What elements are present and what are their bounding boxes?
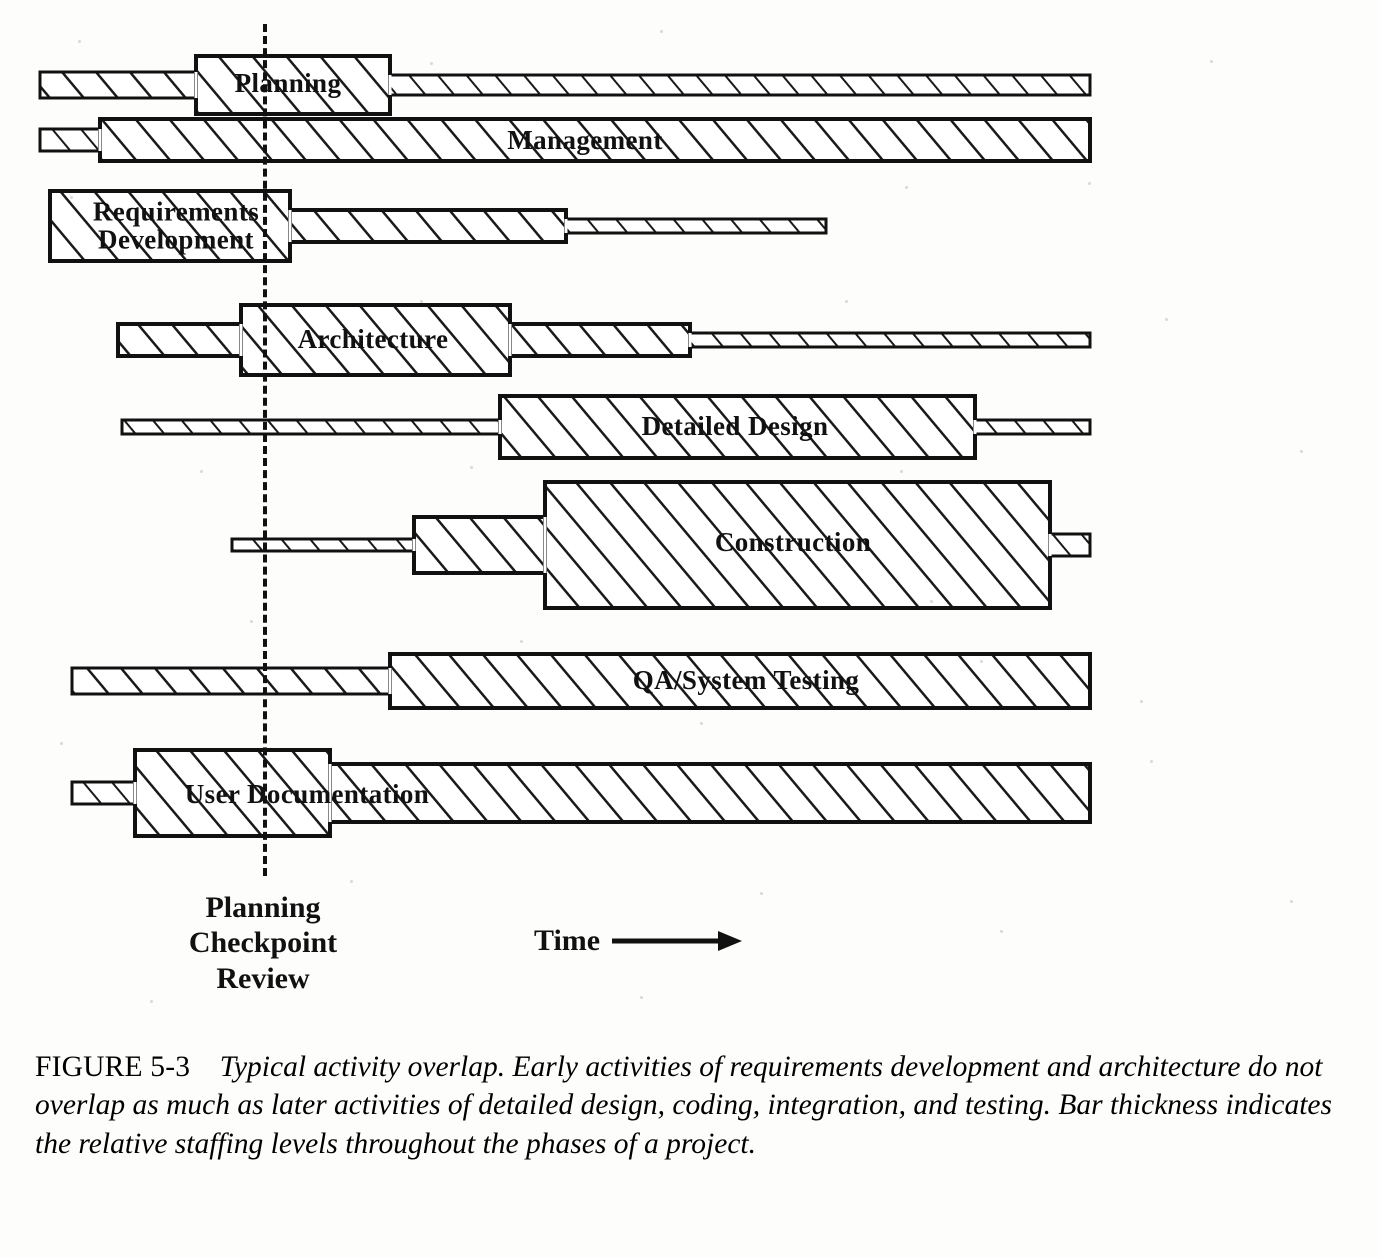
bar-segment xyxy=(230,537,416,553)
bar-segment xyxy=(120,418,502,436)
paper-speckle xyxy=(1088,182,1091,185)
paper-speckle xyxy=(350,880,353,883)
figure-caption: FIGURE 5-3 Typical activity overlap. Ear… xyxy=(35,1048,1355,1163)
paper-speckle xyxy=(70,196,73,199)
paper-speckle xyxy=(78,40,81,43)
bar-segments-group xyxy=(38,54,1092,838)
bar-segment xyxy=(973,418,1092,436)
bar-segment xyxy=(328,762,1092,824)
paper-speckle xyxy=(250,620,253,623)
paper-speckle xyxy=(420,300,423,303)
paper-speckle xyxy=(640,996,643,999)
paper-speckle xyxy=(430,62,433,65)
bars-svg xyxy=(38,54,1092,838)
activity-bar xyxy=(230,480,1092,610)
paper-speckle xyxy=(905,186,908,189)
paper-speckle xyxy=(200,470,203,473)
paper-speckle xyxy=(1150,760,1153,763)
bar-segment xyxy=(70,666,392,696)
bar-segment xyxy=(288,208,568,244)
planning-checkpoint-label: Planning Checkpoint Review xyxy=(188,891,338,995)
bar-segment xyxy=(1048,532,1092,558)
paper-speckle xyxy=(470,466,473,469)
bar-segment xyxy=(116,322,243,358)
paper-speckle xyxy=(150,1000,153,1003)
paper-speckle xyxy=(845,300,848,303)
activity-bar xyxy=(38,54,1092,116)
activity-bar xyxy=(38,117,1092,163)
bar-segment xyxy=(239,303,512,377)
paper-speckle xyxy=(700,722,703,725)
bar-segment xyxy=(498,394,977,460)
bar-segment xyxy=(412,515,547,575)
figure-caption-text: Typical activity overlap. Early activiti… xyxy=(35,1051,1332,1160)
figure-number: FIGURE 5-3 xyxy=(35,1051,191,1083)
activity-bar xyxy=(70,652,1092,710)
bar-segment xyxy=(688,331,1092,349)
bar-segment xyxy=(543,480,1052,610)
paper-speckle xyxy=(760,892,763,895)
paper-speckle xyxy=(1300,450,1303,453)
bar-segment xyxy=(38,70,198,100)
paper-speckle xyxy=(1210,60,1213,63)
paper-speckle xyxy=(1165,318,1168,321)
time-axis-label: Time xyxy=(534,924,601,957)
bar-segment xyxy=(70,780,137,806)
activity-bar xyxy=(48,189,828,263)
paper-speckle xyxy=(1140,700,1143,703)
activity-bar xyxy=(116,303,1092,377)
paper-speckle xyxy=(1290,900,1293,903)
right-arrow-icon xyxy=(610,928,744,954)
paper-speckle xyxy=(520,640,523,643)
paper-speckle xyxy=(930,600,933,603)
paper-speckle xyxy=(60,742,63,745)
bar-segment xyxy=(508,322,692,358)
bar-segment xyxy=(388,73,1092,97)
bar-segment xyxy=(133,748,332,838)
bar-segment xyxy=(564,217,828,235)
bar-segment xyxy=(194,54,392,116)
paper-speckle xyxy=(1000,930,1003,933)
paper-speckle xyxy=(660,30,663,33)
paper-speckle xyxy=(900,470,903,473)
activity-overlap-chart: Planning Management Requirements Developme… xyxy=(38,24,1092,995)
activity-bar xyxy=(70,748,1092,838)
activity-bar xyxy=(120,394,1092,460)
time-axis-note: Time xyxy=(534,924,744,958)
paper-speckle xyxy=(980,660,983,663)
bar-segment xyxy=(48,189,292,263)
planning-checkpoint-line xyxy=(263,24,267,876)
bar-segment xyxy=(38,127,102,153)
bar-segment xyxy=(98,117,1092,163)
bar-segment xyxy=(388,652,1092,710)
